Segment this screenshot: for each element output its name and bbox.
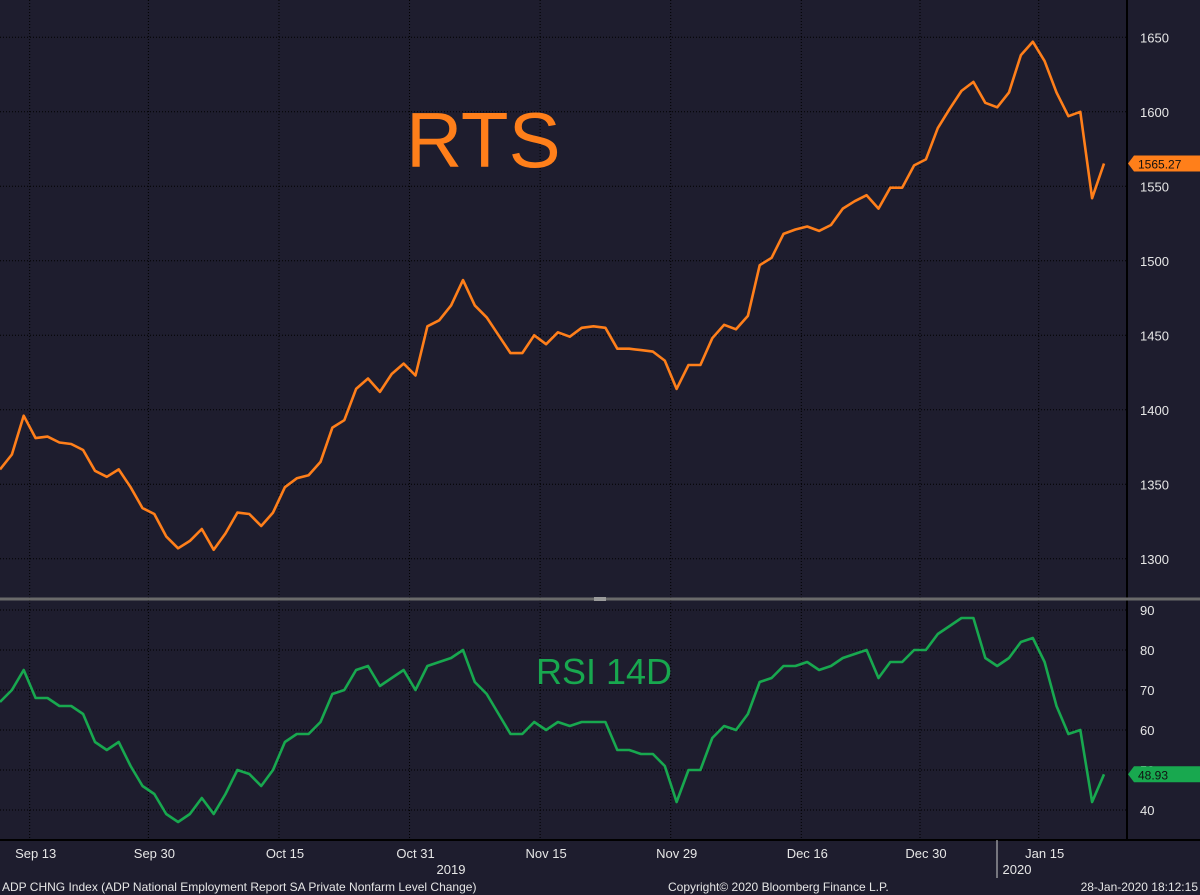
rts-last-value-label: 1565.27 xyxy=(1138,157,1182,171)
rts-y-tick-label: 1450 xyxy=(1140,328,1169,343)
divider-handle[interactable] xyxy=(594,597,606,601)
x-tick-label: Dec 30 xyxy=(905,846,946,861)
rts-y-tick-label: 1350 xyxy=(1140,477,1169,492)
x-tick-label: Sep 13 xyxy=(15,846,56,861)
footer-copyright: Copyright© 2020 Bloomberg Finance L.P. xyxy=(668,880,889,894)
rsi-y-tick-label: 70 xyxy=(1140,683,1154,698)
rts-y-tick-label: 1550 xyxy=(1140,179,1169,194)
rsi-y-tick-label: 40 xyxy=(1140,803,1154,818)
x-tick-label: Oct 31 xyxy=(396,846,434,861)
rts-y-tick-label: 1300 xyxy=(1140,552,1169,567)
footer-timestamp: 28-Jan-2020 18:12:15 xyxy=(1081,880,1199,894)
series-lines xyxy=(0,40,1106,824)
rsi-last-value-label: 48.93 xyxy=(1138,768,1168,782)
x-tick-label: Sep 30 xyxy=(134,846,175,861)
rts-series-line xyxy=(0,40,1106,552)
rsi-title: RSI 14D xyxy=(536,651,672,692)
rsi-y-tick-label: 90 xyxy=(1140,603,1154,618)
x-tick-label: Nov 29 xyxy=(656,846,697,861)
footer-source: ADP CHNG Index (ADP National Employment … xyxy=(2,880,476,894)
year-label: 2020 xyxy=(1003,862,1032,877)
rts-y-tick-label: 1600 xyxy=(1140,105,1169,120)
x-tick-label: Oct 15 xyxy=(266,846,304,861)
rts-y-tick-label: 1400 xyxy=(1140,403,1169,418)
year-label: 2019 xyxy=(437,862,466,877)
rts-y-tick-label: 1650 xyxy=(1140,30,1169,45)
rsi-series-line xyxy=(0,616,1106,824)
rsi-y-tick-label: 60 xyxy=(1140,723,1154,738)
grid-lines xyxy=(0,0,1127,838)
x-tick-label: Nov 15 xyxy=(526,846,567,861)
x-tick-label: Dec 16 xyxy=(787,846,828,861)
rsi-y-tick-label: 80 xyxy=(1140,643,1154,658)
rsi-last-value-badge xyxy=(1128,766,1200,783)
x-tick-label: Jan 15 xyxy=(1025,846,1064,861)
rts-title: RTS xyxy=(406,96,561,184)
rts-y-tick-label: 1500 xyxy=(1140,254,1169,269)
rts-last-value-badge xyxy=(1128,155,1200,172)
